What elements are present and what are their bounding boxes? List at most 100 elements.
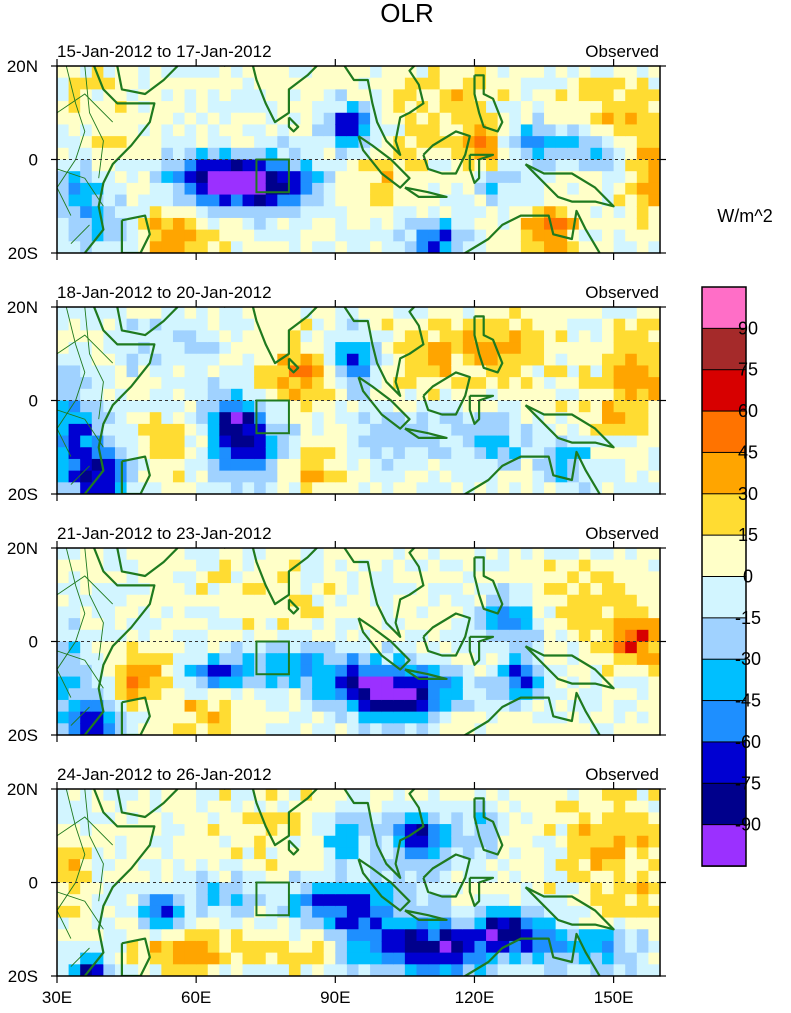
grid-cell xyxy=(80,653,93,666)
grid-cell xyxy=(126,470,139,483)
grid-cell xyxy=(625,905,638,919)
grid-cell xyxy=(509,723,522,735)
grid-cell xyxy=(439,723,452,735)
grid-cell xyxy=(428,400,441,413)
grid-cell xyxy=(590,594,603,608)
grid-cell xyxy=(288,470,302,483)
grid-cell xyxy=(265,147,278,161)
olr-field xyxy=(57,789,660,976)
grid-cell xyxy=(497,400,510,413)
grid-cell xyxy=(602,618,615,631)
grid-cell xyxy=(277,940,290,954)
grid-cell xyxy=(613,206,626,219)
colorbar-label: 30 xyxy=(738,484,758,504)
grid-cell xyxy=(323,859,336,872)
grid-cell xyxy=(625,835,638,849)
grid-cell xyxy=(126,307,139,320)
grid-cell xyxy=(370,711,383,724)
region-box xyxy=(255,640,290,676)
grid-cell xyxy=(346,182,360,196)
grid-cell xyxy=(219,859,232,872)
grid-cell xyxy=(416,217,429,231)
grid-cell xyxy=(265,435,278,448)
grid-cell xyxy=(300,124,313,137)
grid-cell xyxy=(416,124,429,137)
grid-cell xyxy=(288,789,302,802)
grid-cell xyxy=(416,342,429,355)
grid-cell xyxy=(404,435,418,448)
grid-cell xyxy=(462,470,476,483)
grid-cell xyxy=(288,136,302,149)
grid-cell xyxy=(149,859,162,872)
grid-cell xyxy=(323,377,336,390)
grid-cell xyxy=(474,470,487,483)
grid-cell xyxy=(520,458,534,472)
grid-cell xyxy=(648,676,660,689)
grid-cell xyxy=(91,964,104,976)
panel-source-label: Observed xyxy=(585,42,659,61)
grid-cell xyxy=(509,800,522,813)
grid-cell xyxy=(590,136,603,149)
grid-cell xyxy=(451,699,464,713)
grid-cell xyxy=(184,458,197,472)
grid-cell xyxy=(358,112,371,126)
grid-cell xyxy=(300,653,313,666)
grid-cell xyxy=(184,929,197,942)
grid-cell xyxy=(636,423,650,437)
grid-cell xyxy=(114,182,128,196)
grid-cell xyxy=(184,641,197,654)
grid-cell xyxy=(404,952,418,965)
grid-cell xyxy=(149,882,162,895)
country-borders xyxy=(57,789,114,967)
grid-cell xyxy=(288,618,302,631)
grid-cell xyxy=(555,66,568,79)
grid-cell xyxy=(184,940,197,954)
grid-cell xyxy=(404,940,418,954)
grid-cell xyxy=(277,482,290,494)
grid-cell xyxy=(323,77,336,90)
grid-cell xyxy=(207,824,220,837)
grid-cell xyxy=(358,641,371,654)
grid-cell xyxy=(277,377,290,390)
grid-cell xyxy=(625,952,638,965)
grid-cell xyxy=(196,206,209,219)
grid-cell xyxy=(613,229,626,242)
grid-cell xyxy=(520,435,534,448)
grid-cell xyxy=(161,447,174,460)
grid-cell xyxy=(567,571,580,584)
grid-cell xyxy=(590,147,603,161)
grid-cell xyxy=(207,676,220,689)
grid-cell xyxy=(196,159,209,172)
grid-cell xyxy=(114,664,128,678)
grid-cell xyxy=(636,217,650,231)
grid-cell xyxy=(254,124,267,137)
grid-cell xyxy=(625,711,638,724)
grid-cell xyxy=(149,676,162,689)
grid-cell xyxy=(625,400,638,413)
grid-cell xyxy=(126,964,139,976)
grid-cell xyxy=(602,711,615,724)
grid-cell xyxy=(613,112,626,126)
grid-cell xyxy=(509,400,522,413)
grid-cell xyxy=(486,89,499,102)
grid-cell xyxy=(613,159,626,172)
grid-cell xyxy=(161,423,174,437)
grid-cell xyxy=(172,629,186,643)
grid-cell xyxy=(381,571,394,584)
grid-cell xyxy=(219,699,232,713)
grid-cell xyxy=(613,641,626,654)
grid-cell xyxy=(68,342,81,355)
grid-cell xyxy=(648,835,660,849)
grid-cell xyxy=(404,859,418,872)
grid-cell xyxy=(207,618,220,631)
grid-cell xyxy=(172,929,186,942)
grid-cell xyxy=(172,194,186,207)
grid-cell xyxy=(625,688,638,701)
coastline xyxy=(83,548,156,735)
grid-cell xyxy=(613,653,626,666)
grid-cell xyxy=(312,77,325,90)
grid-cell xyxy=(184,859,197,872)
grid-cell xyxy=(288,629,302,643)
grid-cell xyxy=(254,194,267,207)
